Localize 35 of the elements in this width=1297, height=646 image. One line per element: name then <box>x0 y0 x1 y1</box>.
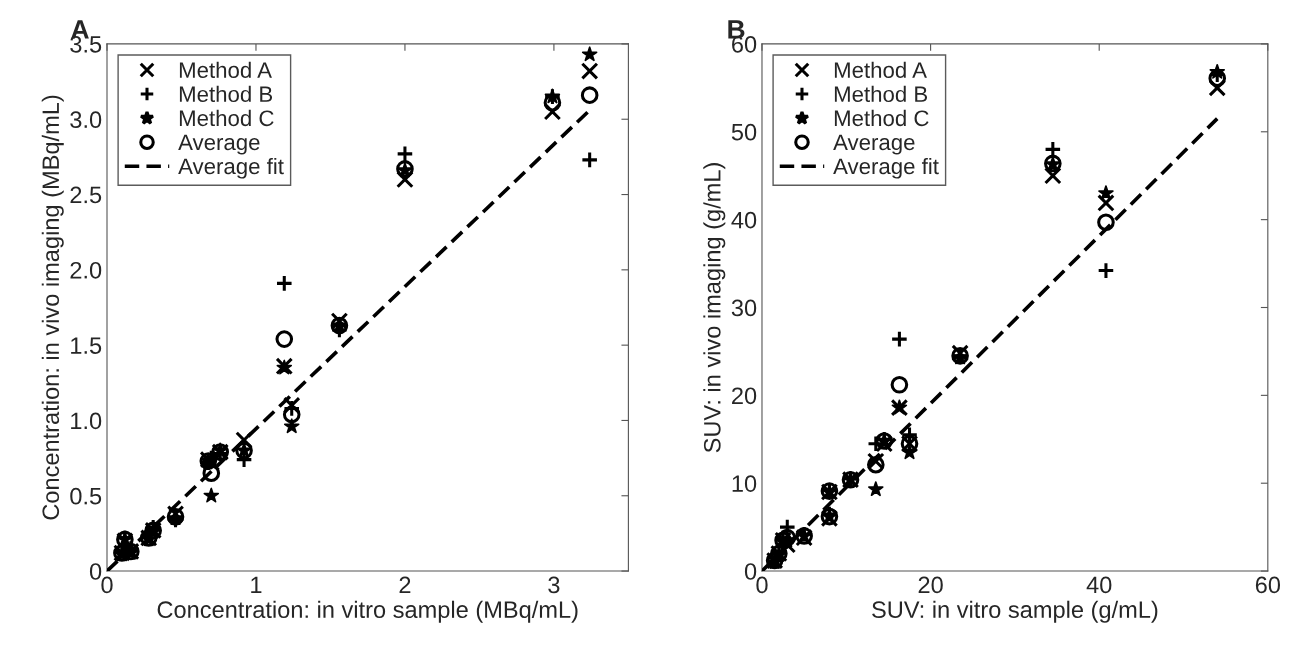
legend-label: Average <box>833 134 915 155</box>
x-tick-label: 2 <box>399 576 411 594</box>
legend-label: Method B <box>834 85 928 103</box>
legend-label: Average <box>178 134 260 155</box>
y-tick-label: 0.5 <box>70 487 102 505</box>
x-axis-title: Concentration: in vitro sample (MBq/mL) <box>157 600 578 623</box>
y-axis-title: SUV: in vivo imaging (g/mL) <box>703 163 726 453</box>
legend-label: Method C <box>179 109 274 127</box>
y-tick-label: 40 <box>731 211 757 229</box>
legend-label: Method C <box>834 109 929 127</box>
y-tick-label: 10 <box>732 475 757 492</box>
legend-label: Average fit <box>833 157 939 179</box>
legend-label: Method A <box>179 61 272 79</box>
x-axis-title: SUV: in vitro sample (g/mL) <box>872 600 1158 623</box>
y-tick-label: 2.5 <box>70 186 102 204</box>
x-tick-label: 20 <box>918 576 943 594</box>
legend-label: Average fit <box>178 157 284 179</box>
y-tick-label: 1.5 <box>71 337 102 354</box>
y-axis-title: Concentration: in vivo imaging (MBq/mL) <box>41 95 64 520</box>
x-tick-label: 1 <box>251 576 262 594</box>
legend-label: Method B <box>179 85 273 103</box>
x-tick-label: 0 <box>756 576 768 594</box>
y-tick-label: 30 <box>731 299 757 317</box>
y-tick-label: 50 <box>731 123 757 141</box>
y-tick-label: 0 <box>89 563 102 580</box>
y-tick-label: 1.0 <box>71 412 102 430</box>
legend-label: Method A <box>834 61 927 79</box>
y-tick-label: 3.0 <box>70 111 102 129</box>
y-tick-label: 2.0 <box>70 261 102 279</box>
y-tick-label: 20 <box>732 387 757 405</box>
x-tick-label: 40 <box>1086 576 1112 594</box>
y-tick-label: 0 <box>744 563 757 580</box>
x-tick-label: 60 <box>1255 576 1281 594</box>
x-tick-label: 0 <box>101 576 113 594</box>
x-tick-label: 3 <box>548 576 560 594</box>
